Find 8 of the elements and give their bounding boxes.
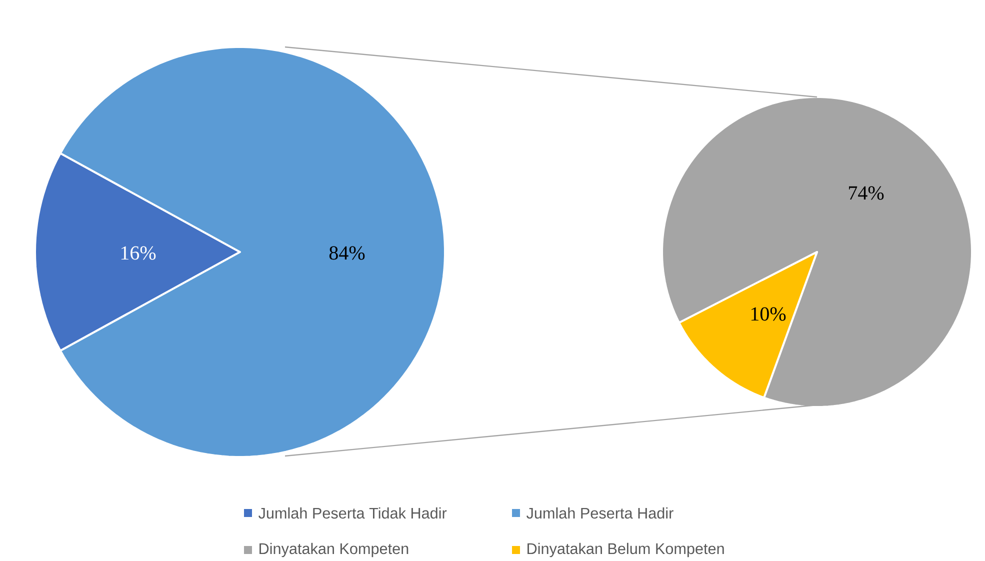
data-label: 10% bbox=[751, 307, 786, 321]
legend-label: Dinyatakan Kompeten bbox=[260, 542, 408, 558]
legend-label: Jumlah Peserta Tidak Hadir bbox=[258, 507, 447, 519]
legend-label: Dinyatakan Belum Kompeten bbox=[528, 542, 724, 558]
data-label: 84% bbox=[329, 246, 365, 260]
data-label: 74% bbox=[849, 186, 884, 200]
legend-label: Jumlah Peserta Hadir bbox=[526, 507, 674, 519]
data-label: 16% bbox=[121, 246, 156, 260]
